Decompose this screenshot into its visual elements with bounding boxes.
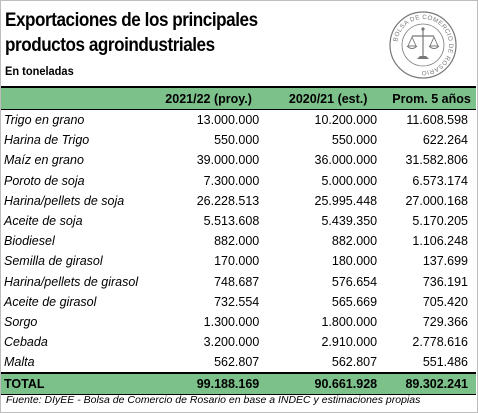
value-5yr-avg: 729.366	[422, 314, 468, 329]
header-5yr-avg: Prom. 5 años	[387, 86, 476, 110]
table-row: Harina/pellets de girasol 748.687 576.654 7…	[1, 272, 476, 292]
exports-table: 2021/22 (proy.) 2020/21 (est.) Prom. 5 a…	[1, 86, 476, 396]
product-name: Aceite de soja	[4, 214, 83, 229]
page-title: Exportaciones de los principales product…	[5, 8, 383, 58]
bcr-seal-logo: BOLSA DE COMERCIO DE ROSARIO	[389, 11, 457, 79]
value-2021-22: 562.807	[214, 355, 260, 370]
value-2020-21: 882.000	[331, 234, 378, 249]
table-row: Semilla de girasol 170.000 180.000 137.699	[1, 251, 476, 271]
table-row: Harina de Trigo 550.000 550.000 622.264	[1, 130, 476, 150]
value-2020-21: 1.800.000	[321, 314, 378, 329]
value-2021-22: 748.687	[214, 274, 260, 289]
value-2020-21: 5.439.350	[321, 214, 378, 229]
header-product	[1, 86, 148, 110]
header-2020-21: 2020/21 (est.)	[269, 86, 388, 110]
table-row: Sorgo 1.300.000 1.800.000 729.366	[1, 312, 476, 332]
value-2020-21: 2.910.000	[321, 335, 378, 350]
table-header-row: 2021/22 (proy.) 2020/21 (est.) Prom. 5 a…	[1, 86, 476, 110]
product-name: Poroto de soja	[4, 173, 85, 188]
value-2020-21: 576.654	[331, 274, 378, 289]
value-2021-22: 732.554	[214, 294, 260, 309]
product-name: Trigo en grano	[4, 113, 85, 128]
table-row: Cebada 3.200.000 2.910.000 2.778.616	[1, 332, 476, 352]
value-5yr-avg: 551.486	[422, 355, 468, 370]
value-2020-21: 565.669	[331, 294, 378, 309]
value-5yr-avg: 31.582.806	[405, 153, 468, 168]
table-row: Trigo en grano 13.000.000 10.200.000 11.608…	[1, 110, 476, 131]
source-note: Fuente: DIyEE - Bolsa de Comercio de Ros…	[6, 394, 421, 406]
table-row: Harina/pellets de soja 26.228.513 25.995.4…	[1, 191, 476, 211]
value-2021-22: 7.300.000	[203, 173, 260, 188]
value-2021-22: 550.000	[214, 133, 260, 148]
product-name: Cebada	[4, 335, 48, 350]
value-2020-21: 550.000	[331, 133, 378, 148]
product-name: Semilla de girasol	[4, 254, 103, 269]
value-2021-22: 5.513.608	[203, 214, 260, 229]
total-label: TOTAL	[1, 372, 148, 396]
table-row: Aceite de soja 5.513.608 5.439.350 5.170.20…	[1, 211, 476, 231]
value-5yr-avg: 1.106.248	[412, 234, 468, 249]
value-2021-22: 26.228.513	[196, 193, 260, 208]
product-name: Harina de Trigo	[4, 133, 90, 148]
value-5yr-avg: 2.778.616	[412, 335, 468, 350]
total-2021-22: 99.188.169	[147, 372, 270, 396]
product-name: Harina/pellets de soja	[4, 193, 125, 208]
header-2021-22: 2021/22 (proy.)	[147, 86, 270, 110]
value-2020-21: 562.807	[331, 355, 378, 370]
value-5yr-avg: 11.608.598	[406, 113, 468, 128]
product-name: Maíz en grano	[4, 153, 84, 168]
value-2020-21: 10.200.000	[314, 113, 378, 128]
value-2021-22: 170.000	[214, 254, 260, 269]
title-line-1: Exportaciones de los principales	[5, 10, 258, 31]
product-name: Sorgo	[4, 314, 38, 329]
title-line-2: productos agroindustriales	[5, 35, 215, 56]
value-5yr-avg: 5.170.205	[412, 214, 468, 229]
value-2021-22: 882.000	[214, 234, 260, 249]
total-2020-21: 90.661.928	[269, 372, 388, 396]
value-2021-22: 39.000.000	[196, 153, 260, 168]
value-2020-21: 36.000.000	[314, 153, 378, 168]
value-2020-21: 5.000.000	[321, 173, 378, 188]
value-2020-21: 180.000	[331, 254, 378, 269]
value-2021-22: 1.300.000	[203, 314, 260, 329]
table-row: Malta 562.807 562.807 551.486	[1, 352, 476, 373]
value-5yr-avg: 6.573.174	[412, 173, 468, 188]
total-5yr-avg: 89.302.241	[387, 372, 476, 396]
table-row: Biodiesel 882.000 882.000 1.106.248	[1, 231, 476, 251]
value-5yr-avg: 137.699	[422, 254, 468, 269]
product-name: Biodiesel	[4, 234, 55, 249]
product-name: Harina/pellets de girasol	[4, 274, 139, 289]
units-subtitle: En toneladas	[5, 64, 74, 78]
table-row: Poroto de soja 7.300.000 5.000.000 6.573.17…	[1, 171, 476, 191]
value-2021-22: 3.200.000	[203, 335, 260, 350]
value-5yr-avg: 705.420	[422, 294, 468, 309]
value-2021-22: 13.000.000	[196, 113, 260, 128]
product-name: Malta	[4, 355, 35, 370]
total-row: TOTAL 99.188.169 90.661.928 89.302.241	[1, 372, 476, 396]
table-row: Aceite de girasol 732.554 565.669 705.420	[1, 292, 476, 312]
value-5yr-avg: 27.000.168	[405, 193, 468, 208]
value-5yr-avg: 622.264	[422, 133, 468, 148]
value-2020-21: 25.995.448	[314, 193, 378, 208]
value-5yr-avg: 736.191	[422, 274, 468, 289]
product-name: Aceite de girasol	[4, 294, 97, 309]
table-row: Maíz en grano 39.000.000 36.000.000 31.582.…	[1, 150, 476, 170]
